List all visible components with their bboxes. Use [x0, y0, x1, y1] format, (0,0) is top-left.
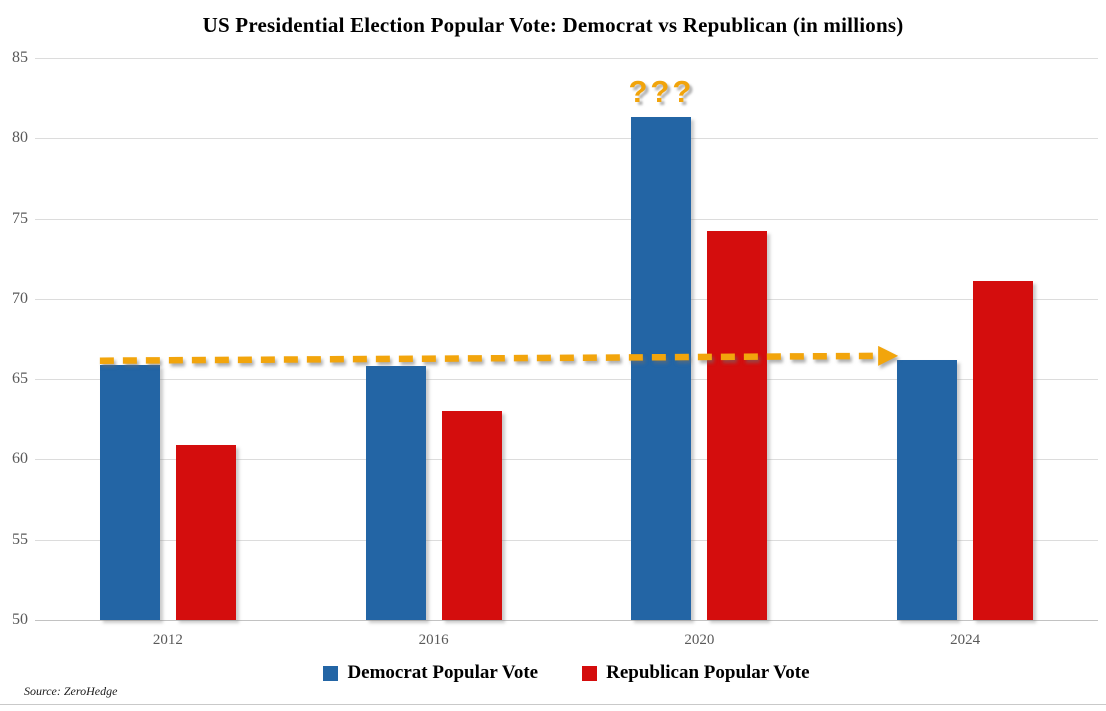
- source-note: Source: ZeroHedge: [24, 684, 118, 698]
- bar-republican-2016: [441, 411, 502, 620]
- y-tick-label-65: 65: [12, 370, 28, 388]
- y-tick-label-75: 75: [12, 209, 28, 227]
- gridline-60: [35, 459, 1098, 461]
- legend-label-democrat: Democrat Popular Vote: [347, 662, 539, 683]
- legend-label-republican: Republican Popular Vote: [606, 662, 810, 683]
- legend-item-democrat: Democrat Popular Vote: [323, 662, 538, 684]
- chart-legend: Democrat Popular Vote Republican Popular…: [35, 662, 1098, 684]
- y-tick-label-80: 80: [12, 129, 28, 147]
- x-tick-label-2012: 2012: [152, 632, 183, 648]
- bottom-divider: [0, 704, 1106, 705]
- gridline-55: [35, 539, 1098, 541]
- y-tick-label-50: 50: [12, 611, 28, 628]
- bar-democrat-2012: [99, 364, 160, 620]
- bar-democrat-2020: [631, 117, 692, 620]
- x-tick-label-2024: 2024: [950, 632, 981, 648]
- democrat-legend-swatch-icon: [323, 665, 339, 681]
- y-tick-label-85: 85: [12, 49, 28, 66]
- gridline-85: [35, 58, 1098, 59]
- bar-republican-2020: [707, 231, 768, 620]
- gridline-75: [35, 218, 1098, 220]
- chart-title: US Presidential Election Popular Vote: D…: [202, 13, 904, 37]
- question-marks-annotation: ???: [628, 74, 695, 110]
- legend-item-republican: Republican Popular Vote: [582, 662, 810, 684]
- y-tick-label-55: 55: [12, 530, 28, 548]
- y-tick-label-60: 60: [12, 450, 28, 468]
- gridline-80: [35, 138, 1098, 140]
- x-tick-label-2020: 2020: [684, 632, 715, 648]
- bar-democrat-2016: [365, 366, 426, 620]
- bar-republican-2012: [175, 445, 236, 620]
- y-tick-label-70: 70: [12, 289, 28, 307]
- bar-democrat-2024: [897, 359, 958, 620]
- gridline-50: [35, 620, 1098, 621]
- gridline-65: [35, 379, 1098, 381]
- bar-republican-2024: [973, 281, 1034, 620]
- x-tick-label-2016: 2016: [418, 632, 449, 648]
- republican-legend-swatch-icon: [582, 665, 598, 681]
- gridline-70: [35, 298, 1098, 300]
